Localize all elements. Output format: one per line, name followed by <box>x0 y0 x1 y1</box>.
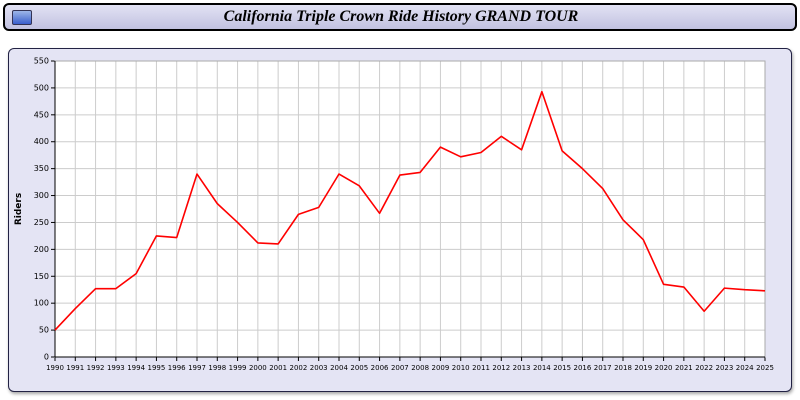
x-tick-label: 1996 <box>168 364 186 372</box>
x-tick-label: 1993 <box>107 364 125 372</box>
x-tick-label: 2015 <box>553 364 571 372</box>
y-axis-title: Riders <box>14 193 24 225</box>
window-icon <box>12 9 32 25</box>
y-tick-label: 300 <box>34 191 49 200</box>
y-tick-label: 100 <box>34 299 49 308</box>
x-tick-label: 2020 <box>655 364 673 372</box>
x-tick-label: 1997 <box>188 364 206 372</box>
x-tick-label: 2008 <box>411 364 429 372</box>
x-tick-label: 2012 <box>492 364 510 372</box>
x-tick-label: 1991 <box>66 364 84 372</box>
y-tick-label: 450 <box>34 110 49 119</box>
x-tick-label: 2002 <box>290 364 308 372</box>
x-tick-label: 2014 <box>533 364 551 372</box>
y-tick-label: 50 <box>39 326 49 335</box>
x-tick-label: 2003 <box>310 364 328 372</box>
riders-series-line <box>54 90 766 331</box>
x-tick-label: 1992 <box>87 364 105 372</box>
x-tick-label: 2001 <box>269 364 287 372</box>
x-tick-label: 2013 <box>513 364 531 372</box>
x-tick-label: 1990 <box>46 364 64 372</box>
x-tick-label: 1994 <box>127 364 145 372</box>
x-tick-label: 1999 <box>229 364 247 372</box>
x-tick-label: 2007 <box>391 364 409 372</box>
x-tick-label: 1998 <box>208 364 226 372</box>
x-tick-label: 2016 <box>574 364 592 372</box>
x-tick-label: 2017 <box>594 364 612 372</box>
page-title: California Triple Crown Ride History GRA… <box>223 8 579 25</box>
y-tick-label: 350 <box>34 164 49 173</box>
x-tick-label: 2023 <box>716 364 734 372</box>
y-tick-label: 150 <box>34 272 49 281</box>
x-tick-label: 2011 <box>472 364 490 372</box>
x-tick-label: 2004 <box>330 364 348 372</box>
plot-area <box>55 61 765 357</box>
x-tick-label: 2010 <box>452 364 470 372</box>
chart-panel: 0 50 100 150 200 250 300 350 400 450 500 550 1990 199… <box>8 48 792 392</box>
window-titlebar: California Triple Crown Ride History GRA… <box>3 3 797 31</box>
y-tick-label: 550 <box>34 57 49 66</box>
x-tick-label: 2000 <box>249 364 267 372</box>
x-tick-label: 2019 <box>634 364 652 372</box>
x-tick-label: 2025 <box>756 364 774 372</box>
x-tick-label: 2005 <box>350 364 368 372</box>
y-tick-label: 0 <box>44 353 49 362</box>
x-tick-label: 1995 <box>148 364 166 372</box>
x-tick-label: 2009 <box>432 364 450 372</box>
y-tick-label: 500 <box>34 83 49 92</box>
x-tick-label: 2022 <box>695 364 713 372</box>
y-tick-label: 400 <box>34 137 49 146</box>
y-tick-label: 250 <box>34 218 49 227</box>
x-tick-label: 2024 <box>736 364 754 372</box>
x-tick-label: 2018 <box>614 364 632 372</box>
x-tick-label: 2006 <box>371 364 389 372</box>
x-tick-label: 2021 <box>675 364 693 372</box>
y-tick-label: 200 <box>34 245 49 254</box>
